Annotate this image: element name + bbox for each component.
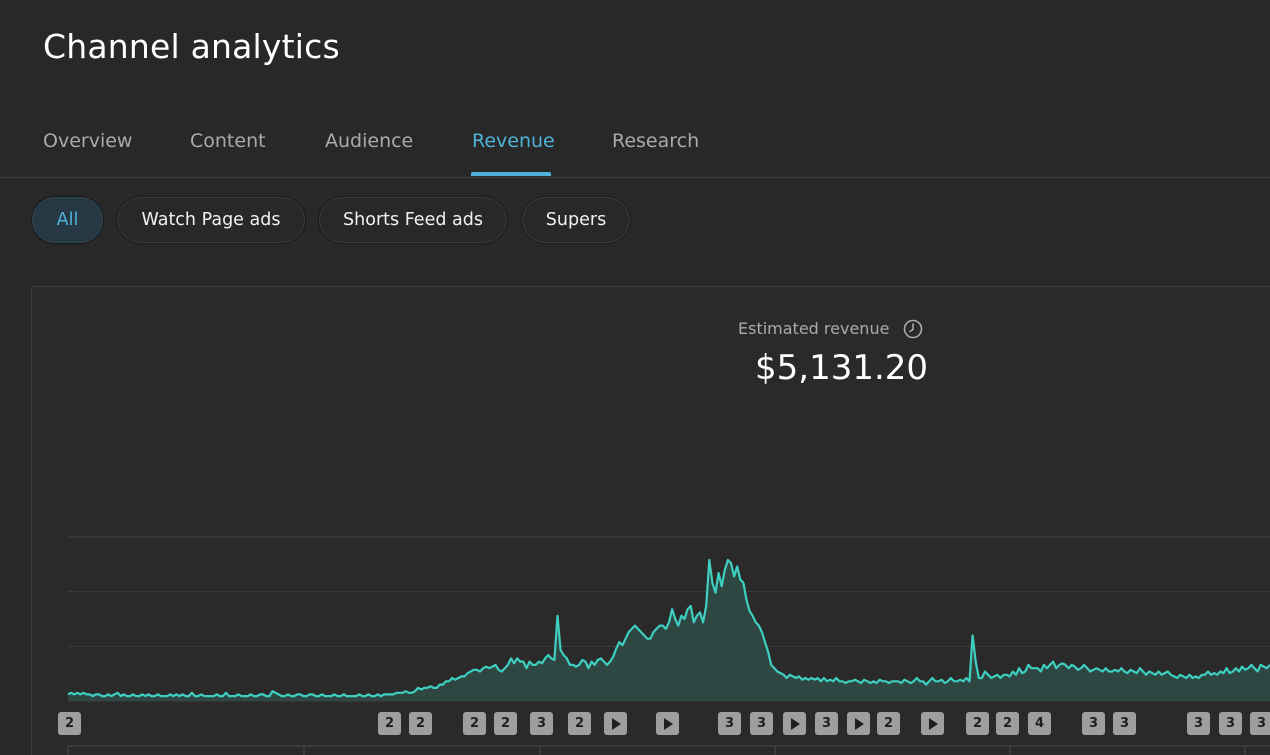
chip-watch-page-ads[interactable]: Watch Page ads	[116, 196, 306, 244]
metric-label: Estimated revenue	[738, 319, 890, 338]
video-marker-count[interactable]: 2	[568, 712, 591, 735]
tab-active-underline	[471, 172, 551, 176]
video-marker-count[interactable]: 3	[1250, 712, 1270, 735]
video-marker-count[interactable]: 2	[378, 712, 401, 735]
revenue-card	[31, 286, 1270, 755]
video-marker-count[interactable]: 4	[1028, 712, 1051, 735]
tab-revenue[interactable]: Revenue	[472, 130, 555, 152]
metric-value: $5,131.20	[755, 348, 929, 388]
tab-research[interactable]: Research	[612, 130, 700, 152]
video-marker-count[interactable]: 3	[1187, 712, 1210, 735]
video-marker-count[interactable]: 3	[1082, 712, 1105, 735]
video-marker-count[interactable]: 3	[750, 712, 773, 735]
page-title: Channel analytics	[43, 27, 340, 66]
video-marker-count[interactable]: 2	[996, 712, 1019, 735]
video-marker-count[interactable]: 2	[966, 712, 989, 735]
video-marker-count[interactable]: 3	[815, 712, 838, 735]
video-marker-count[interactable]: 3	[1219, 712, 1242, 735]
video-marker-play-icon[interactable]	[656, 712, 679, 735]
video-marker-play-icon[interactable]	[921, 712, 944, 735]
video-marker-count[interactable]: 3	[718, 712, 741, 735]
video-marker-play-icon[interactable]	[783, 712, 806, 735]
video-marker-count[interactable]: 2	[409, 712, 432, 735]
tab-content[interactable]: Content	[190, 130, 266, 152]
tab-bar: Overview Content Audience Revenue Resear…	[0, 110, 1270, 178]
clock-icon[interactable]	[903, 319, 923, 339]
tab-audience[interactable]: Audience	[325, 130, 414, 152]
video-marker-count[interactable]: 2	[463, 712, 486, 735]
video-marker-count[interactable]: 3	[530, 712, 553, 735]
tab-overview[interactable]: Overview	[43, 130, 133, 152]
chip-all[interactable]: All	[31, 196, 104, 244]
video-marker-count[interactable]: 3	[1113, 712, 1136, 735]
video-marker-play-icon[interactable]	[604, 712, 627, 735]
video-marker-play-icon[interactable]	[847, 712, 870, 735]
video-marker-count[interactable]: 2	[58, 712, 81, 735]
chip-supers[interactable]: Supers	[521, 196, 631, 244]
chip-shorts-feed-ads[interactable]: Shorts Feed ads	[318, 196, 508, 244]
video-marker-count[interactable]: 2	[877, 712, 900, 735]
video-marker-count[interactable]: 2	[494, 712, 517, 735]
